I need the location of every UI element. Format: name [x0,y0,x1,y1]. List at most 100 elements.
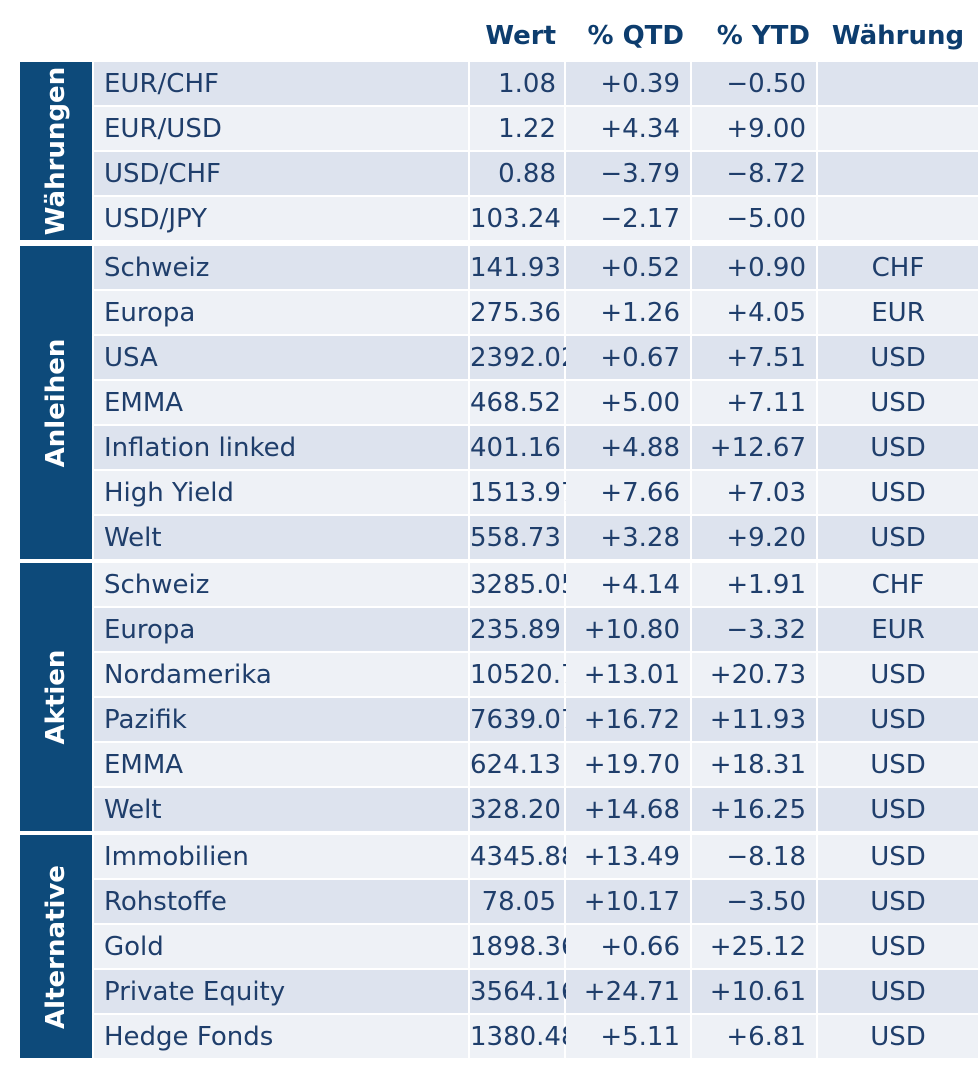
row-qtd: +24.71 [566,970,690,1013]
table-row: USA 2392.02 +0.67 +7.51 USD [94,336,978,379]
row-currency: USD [818,653,978,696]
group-rows: Schweiz 141.93 +0.52 +0.90 CHF Europa 27… [94,246,978,561]
row-currency: USD [818,698,978,741]
row-name: Welt [94,788,468,831]
row-wert: 468.52 [470,381,564,424]
row-wert: 558.73 [470,516,564,559]
group-label: Währungen [20,62,92,240]
row-qtd: +0.67 [566,336,690,379]
row-ytd: +6.81 [692,1015,816,1058]
group-label: Anleihen [20,246,92,559]
row-currency: USD [818,835,978,878]
table-row: Europa 235.89 +10.80 −3.32 EUR [94,608,978,651]
row-ytd: −3.50 [692,880,816,923]
row-ytd: +12.67 [692,426,816,469]
row-ytd: +9.00 [692,107,816,150]
row-currency: USD [818,1015,978,1058]
group-rows: EUR/CHF 1.08 +0.39 −0.50 EUR/USD 1.22 +4… [94,62,978,242]
column-header-wert: Wert [485,21,556,51]
row-qtd: +14.68 [566,788,690,831]
row-wert: 103.24 [470,197,564,240]
table-row: Gold 1898.36 +0.66 +25.12 USD [94,925,978,968]
row-ytd: +7.11 [692,381,816,424]
row-wert: 1380.48 [470,1015,578,1058]
row-name: USA [94,336,468,379]
row-currency: EUR [818,291,978,334]
row-ytd: +7.03 [692,471,816,514]
row-name: EMMA [94,743,468,786]
table-row: Welt 328.20 +14.68 +16.25 USD [94,788,978,831]
row-currency: USD [818,788,978,831]
table-row: Pazifik 7639.07 +16.72 +11.93 USD [94,698,978,741]
group-label-text: Alternative [41,864,71,1029]
row-name: USD/JPY [94,197,468,240]
table-row: Immobilien 4345.88 +13.49 −8.18 USD [94,835,978,878]
row-wert: 141.93 [470,246,564,289]
row-qtd: +5.00 [566,381,690,424]
row-wert: 401.16 [470,426,564,469]
row-qtd: +10.17 [566,880,690,923]
row-currency: CHF [818,563,978,606]
row-name: Schweiz [94,563,468,606]
row-wert: 10520.79 [470,653,594,696]
group-label-text: Aktien [41,649,71,745]
table-row: USD/JPY 103.24 −2.17 −5.00 [94,197,978,240]
row-qtd: −2.17 [566,197,690,240]
row-wert: 1513.97 [470,471,578,514]
row-name: Rohstoffe [94,880,468,923]
group-label: Aktien [20,563,92,831]
row-name: Inflation linked [94,426,468,469]
row-currency: USD [818,381,978,424]
table-row: USD/CHF 0.88 −3.79 −8.72 [94,152,978,195]
row-ytd: +4.05 [692,291,816,334]
row-ytd: −3.32 [692,608,816,651]
row-name: Europa [94,291,468,334]
row-wert: 7639.07 [470,698,578,741]
table-row: Schweiz 141.93 +0.52 +0.90 CHF [94,246,978,289]
column-header-qtd: % QTD [587,21,684,51]
row-qtd: +0.39 [566,62,690,105]
row-ytd: −8.72 [692,152,816,195]
row-currency: USD [818,743,978,786]
table-row: Hedge Fonds 1380.48 +5.11 +6.81 USD [94,1015,978,1058]
row-qtd: +0.66 [566,925,690,968]
row-qtd: +19.70 [566,743,690,786]
row-name: EUR/CHF [94,62,468,105]
row-name: Immobilien [94,835,468,878]
row-ytd: +1.91 [692,563,816,606]
group-anleihen: Anleihen Schweiz 141.93 +0.52 +0.90 CHF … [20,246,978,559]
group-label-text: Währungen [41,66,71,236]
row-ytd: +7.51 [692,336,816,379]
row-qtd: +4.88 [566,426,690,469]
row-ytd: −0.50 [692,62,816,105]
row-currency: CHF [818,246,978,289]
row-currency: USD [818,426,978,469]
row-name: Nordamerika [94,653,468,696]
row-wert: 275.36 [470,291,564,334]
table-header: Wert % QTD % YTD Währung [0,0,980,60]
row-wert: 2392.02 [470,336,578,379]
row-currency: EUR [818,608,978,651]
table-row: EMMA 624.13 +19.70 +18.31 USD [94,743,978,786]
row-wert: 624.13 [470,743,564,786]
row-name: High Yield [94,471,468,514]
row-name: USD/CHF [94,152,468,195]
row-currency [818,62,978,105]
row-name: Hedge Fonds [94,1015,468,1058]
row-wert: 3564.16 [470,970,578,1013]
row-currency: USD [818,516,978,559]
table-row: Welt 558.73 +3.28 +9.20 USD [94,516,978,559]
row-wert: 3285.05 [470,563,578,606]
row-qtd: +4.14 [566,563,690,606]
row-qtd: +13.49 [566,835,690,878]
group-label: Alternative [20,835,92,1058]
row-wert: 4345.88 [470,835,578,878]
group-waehrungen: Währungen EUR/CHF 1.08 +0.39 −0.50 EUR/U… [20,62,978,240]
row-ytd: +9.20 [692,516,816,559]
row-ytd: +16.25 [692,788,816,831]
row-wert: 1898.36 [470,925,578,968]
row-currency: USD [818,471,978,514]
row-ytd: −5.00 [692,197,816,240]
row-wert: 1.08 [470,62,564,105]
row-wert: 328.20 [470,788,564,831]
